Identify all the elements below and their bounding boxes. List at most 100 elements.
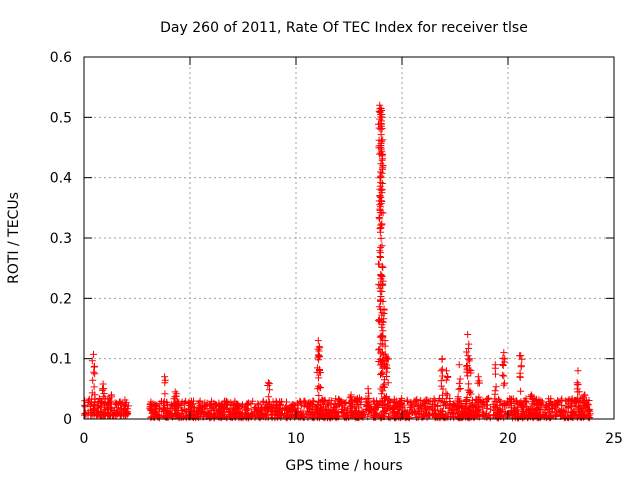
data-point	[573, 379, 581, 387]
data-point	[377, 224, 385, 232]
data-point	[99, 380, 107, 388]
data-point	[322, 406, 330, 414]
data-point	[219, 404, 227, 412]
data-point	[108, 391, 116, 399]
data-point	[464, 352, 472, 360]
data-point	[491, 387, 499, 395]
data-point	[98, 412, 105, 420]
data-point	[516, 369, 524, 377]
data-point	[379, 370, 387, 378]
data-point	[438, 365, 446, 373]
data-point	[574, 380, 582, 388]
data-point	[370, 398, 378, 406]
data-point	[97, 399, 105, 407]
data-point	[375, 316, 382, 324]
data-point	[306, 410, 314, 418]
data-point	[235, 414, 243, 422]
data-point	[255, 413, 263, 421]
data-point	[552, 409, 560, 417]
data-point	[287, 407, 295, 415]
data-point	[378, 180, 386, 187]
data-point	[317, 403, 325, 411]
data-point	[580, 391, 588, 399]
data-point	[252, 404, 260, 412]
data-point	[116, 412, 124, 420]
data-point	[201, 399, 209, 407]
data-point	[166, 411, 174, 419]
data-point	[90, 383, 98, 391]
data-point	[265, 393, 273, 401]
data-point	[445, 404, 453, 412]
data-point	[377, 254, 384, 261]
data-point	[377, 197, 385, 205]
data-point	[315, 374, 322, 382]
data-point	[375, 346, 383, 354]
data-point	[272, 397, 280, 405]
data-point	[444, 373, 452, 380]
data-point	[478, 399, 486, 407]
data-point	[180, 399, 188, 407]
data-point	[347, 391, 355, 399]
data-point	[88, 389, 96, 397]
data-point	[258, 406, 266, 414]
data-point	[492, 383, 500, 391]
data-point	[417, 406, 425, 414]
data-point	[558, 408, 566, 416]
y-tick-label: 0.5	[50, 110, 72, 126]
data-point	[420, 411, 428, 419]
data-point	[316, 384, 324, 391]
data-point	[210, 414, 218, 422]
data-point	[360, 408, 368, 416]
data-point	[443, 391, 451, 399]
data-point	[501, 355, 509, 363]
x-tick-label: 10	[287, 431, 305, 447]
data-point	[542, 411, 550, 419]
data-point	[164, 401, 171, 409]
data-point	[335, 396, 343, 404]
data-point	[395, 413, 403, 421]
data-point	[347, 403, 355, 411]
data-point	[376, 225, 384, 233]
data-point	[455, 404, 463, 412]
data-point	[469, 399, 476, 407]
data-point	[124, 402, 132, 410]
data-point	[351, 396, 359, 404]
data-point	[97, 403, 104, 411]
data-point	[334, 402, 342, 410]
data-point	[556, 412, 564, 420]
data-point	[412, 400, 420, 408]
data-point	[378, 185, 386, 193]
data-point	[239, 401, 246, 409]
data-point	[82, 410, 90, 417]
data-point	[379, 209, 387, 217]
data-point	[364, 385, 372, 393]
data-point	[378, 288, 386, 295]
data-point	[499, 371, 507, 379]
data-point	[182, 414, 190, 422]
data-point	[332, 395, 340, 403]
data-point	[375, 401, 383, 409]
data-point	[465, 345, 473, 352]
data-point	[259, 410, 267, 418]
data-point	[161, 373, 169, 381]
y-tick-label: 0.3	[50, 231, 72, 247]
data-point	[567, 409, 575, 417]
data-point	[491, 398, 499, 406]
data-point	[530, 409, 538, 417]
data-point	[378, 332, 386, 340]
data-point	[81, 401, 89, 409]
x-tick-label: 20	[499, 431, 517, 447]
data-point	[379, 408, 387, 416]
data-point	[207, 406, 215, 414]
data-point	[346, 394, 354, 402]
data-point	[467, 369, 475, 377]
data-point	[91, 362, 98, 370]
data-point	[457, 412, 464, 420]
data-point	[555, 399, 563, 407]
data-point	[378, 369, 385, 377]
data-point	[520, 408, 528, 416]
data-point	[492, 370, 499, 378]
data-point	[376, 203, 384, 211]
data-point	[244, 414, 252, 422]
data-point	[378, 125, 386, 133]
